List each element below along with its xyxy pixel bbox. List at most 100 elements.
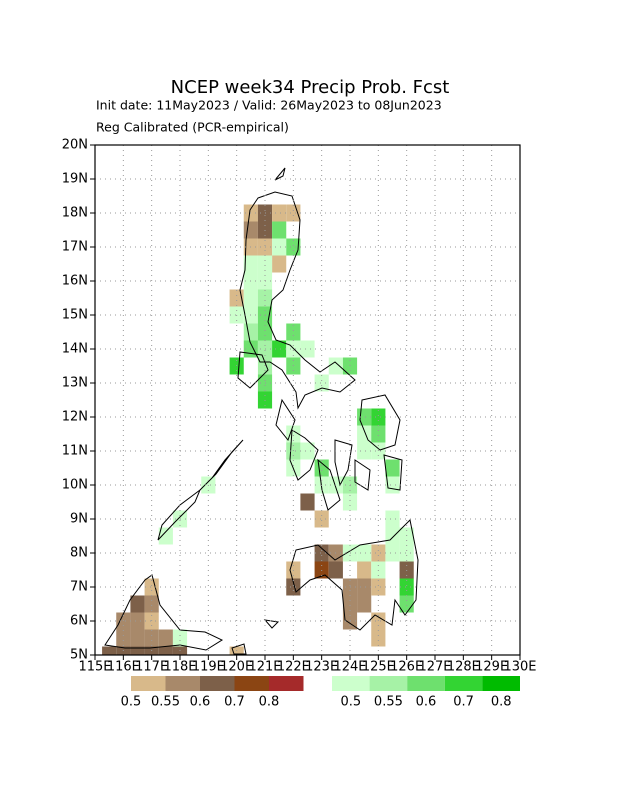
x-tick-label: 116E — [107, 660, 140, 675]
grid-cell — [399, 544, 414, 562]
grid-cell — [257, 323, 273, 341]
y-tick-label: 18N — [62, 206, 88, 221]
x-tick-label: 119E — [192, 660, 225, 675]
grid-cell — [272, 238, 287, 256]
grid-cell — [314, 544, 329, 562]
grid-cell — [300, 493, 315, 511]
grid-cell — [243, 289, 258, 307]
grid-cell — [300, 442, 315, 460]
grid-cell — [130, 646, 145, 655]
x-tick-label: 130E — [503, 660, 536, 675]
y-tick-label: 11N — [62, 444, 88, 459]
x-tick-label: 128E — [447, 660, 480, 675]
grid-cell — [300, 340, 315, 358]
grid-cell — [328, 561, 343, 579]
legend-swatch — [332, 676, 370, 691]
x-tick-label: 115E — [78, 660, 111, 675]
x-tick-label: 122E — [277, 660, 310, 675]
grid-cell — [243, 255, 258, 273]
grid-cell — [102, 646, 117, 655]
legend-label: 0.7 — [224, 695, 245, 710]
grid-cell — [130, 595, 145, 613]
chart-subtitle: Init date: 11May2023 / Valid: 26May2023 … — [96, 98, 442, 113]
y-tick-label: 9N — [70, 512, 88, 527]
grid-cell — [385, 510, 400, 528]
y-tick-label: 7N — [70, 580, 88, 595]
y-tick-label: 6N — [70, 614, 88, 629]
grid-cell — [357, 425, 372, 443]
grid-cell — [314, 459, 329, 477]
chart-note: Reg Calibrated (PCR-empirical) — [96, 120, 289, 135]
grid-cell — [229, 289, 244, 307]
legend-swatch — [369, 676, 408, 691]
grid-cell — [286, 238, 301, 256]
grid-cell — [130, 629, 145, 647]
coastline — [104, 167, 419, 655]
plot-frame — [94, 144, 521, 656]
legend-label: 0.6 — [416, 695, 437, 710]
x-tick-label: 121E — [248, 660, 281, 675]
legend-label: 0.7 — [453, 695, 474, 710]
y-tick-label: 15N — [62, 308, 88, 323]
x-tick-label: 127E — [418, 660, 451, 675]
legend-swatch — [234, 676, 269, 691]
y-tick-label: 13N — [62, 376, 88, 391]
grid-cell — [144, 629, 159, 647]
legend-swatch — [200, 676, 235, 691]
grid-cell — [286, 323, 301, 341]
legend-swatch — [269, 676, 304, 691]
chart-title: NCEP week34 Precip Prob. Fcst — [171, 77, 450, 98]
grid-cell — [144, 578, 159, 596]
grid-cell — [286, 425, 301, 443]
grid-cell — [342, 595, 358, 613]
y-tick-label: 5N — [70, 648, 88, 663]
axes: 115E116E117E118E119E120E121E122E123E124E… — [62, 138, 537, 675]
grid-cell — [243, 221, 258, 239]
legend-label: 0.8 — [491, 695, 512, 710]
y-tick-label: 17N — [62, 240, 88, 255]
grid-cell — [385, 459, 400, 477]
x-tick-label: 120E — [220, 660, 253, 675]
grid-cell — [357, 408, 372, 426]
grid-cell — [328, 357, 343, 375]
grid-cell — [272, 204, 287, 222]
x-tick-label: 117E — [135, 660, 168, 675]
legend-swatch — [165, 676, 200, 691]
grid-cell — [357, 544, 372, 562]
grid-cell — [371, 578, 386, 596]
x-tick-label: 129E — [475, 660, 508, 675]
x-tick-label: 126E — [390, 660, 423, 675]
grid-cell — [144, 595, 159, 613]
grid-cell — [371, 408, 386, 426]
legend-swatch — [482, 676, 520, 691]
grid-cell — [272, 221, 287, 239]
y-tick-label: 12N — [62, 410, 88, 425]
y-tick-label: 19N — [62, 172, 88, 187]
x-tick-label: 123E — [305, 660, 338, 675]
grid-cell — [314, 374, 329, 392]
grid-cell — [130, 612, 145, 630]
legend-label: 0.55 — [374, 695, 403, 710]
legend-label: 0.5 — [121, 695, 142, 710]
grid-cell — [272, 340, 287, 358]
x-tick-label: 125E — [362, 660, 395, 675]
grid-cell — [172, 629, 188, 647]
grid-cell — [342, 493, 358, 511]
legend-label: 0.8 — [259, 695, 280, 710]
x-tick-label: 118E — [163, 660, 196, 675]
legend-label: 0.5 — [340, 695, 361, 710]
grid-cell — [272, 255, 287, 273]
grid-cell — [385, 544, 400, 562]
legend-swatch — [407, 676, 445, 691]
grid-cell — [286, 204, 301, 222]
legend: 0.5 0.55 0.6 0.7 0.8 0.5 0.55 0.6 0.7 0.8 — [121, 676, 520, 710]
cells — [102, 204, 414, 655]
grid-cell — [371, 629, 386, 647]
grid-cell — [371, 544, 386, 562]
y-tick-label: 10N — [62, 478, 88, 493]
grid-cell — [158, 646, 173, 655]
legend-swatch — [444, 676, 483, 691]
grid-cell — [399, 578, 414, 596]
grid-cell — [158, 527, 173, 545]
